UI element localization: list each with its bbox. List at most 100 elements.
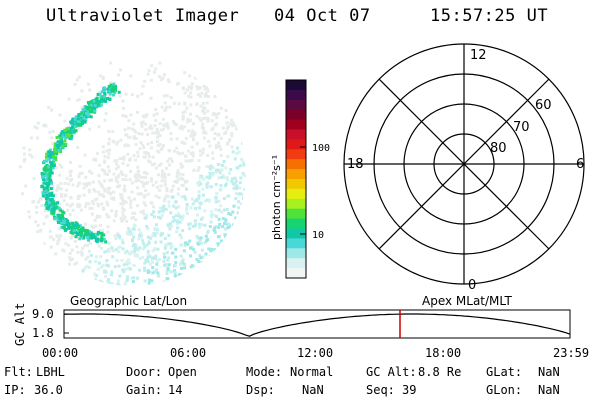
image-pixel	[99, 265, 103, 269]
image-pixel	[129, 113, 133, 117]
image-pixel	[185, 211, 189, 215]
aurora-pixel	[62, 221, 66, 225]
image-pixel	[63, 182, 67, 185]
image-pixel	[103, 250, 107, 254]
image-pixel	[128, 232, 132, 236]
ip-label: IP:	[4, 383, 26, 397]
image-pixel	[159, 148, 163, 151]
image-pixel	[122, 106, 125, 110]
aurora-pixel	[99, 98, 103, 102]
image-pixel	[69, 258, 73, 262]
image-pixel	[163, 246, 167, 250]
aurora-pixel	[45, 174, 49, 178]
lat-label-70: 70	[513, 120, 530, 135]
image-pixel	[166, 277, 170, 281]
image-pixel	[188, 159, 192, 163]
image-pixel	[169, 157, 173, 161]
image-pixel	[160, 105, 164, 109]
image-pixel	[228, 224, 232, 228]
color-scale-segment	[286, 218, 306, 230]
aurora-pixel	[62, 135, 65, 139]
image-pixel	[162, 252, 166, 256]
image-pixel	[226, 155, 230, 158]
aurora-pixel	[48, 171, 52, 175]
image-pixel	[140, 180, 144, 184]
aurora-pixel	[52, 164, 56, 168]
image-pixel	[148, 254, 152, 258]
track-right-title: Apex MLat/MLT	[422, 294, 512, 308]
image-pixel	[116, 232, 120, 236]
image-pixel	[196, 241, 200, 245]
image-pixel	[73, 262, 77, 266]
image-pixel	[81, 269, 85, 273]
image-pixel	[160, 128, 164, 132]
image-pixel	[36, 136, 39, 140]
image-pixel	[127, 227, 131, 231]
gc-alt-value: 8.8 Re	[418, 365, 462, 379]
image-pixel	[39, 197, 43, 201]
image-pixel	[96, 214, 99, 218]
aurora-pixel	[45, 202, 49, 206]
image-pixel	[48, 229, 52, 233]
aurora-pixel	[47, 157, 51, 161]
image-pixel	[137, 248, 140, 252]
image-pixel	[121, 99, 125, 103]
image-pixel	[69, 235, 73, 239]
aurora-pixel	[86, 110, 90, 114]
image-pixel	[194, 207, 198, 210]
image-pixel	[166, 126, 170, 130]
image-pixel	[179, 262, 182, 266]
aurora-pixel	[80, 116, 84, 120]
image-pixel	[214, 168, 218, 172]
image-pixel	[162, 280, 166, 284]
image-pixel	[90, 171, 94, 175]
aurora-pixel	[43, 179, 47, 183]
image-pixel	[167, 157, 171, 161]
aurora-pixel	[110, 89, 114, 93]
image-pixel	[136, 186, 140, 190]
image-pixel	[225, 207, 229, 211]
image-pixel	[101, 168, 104, 172]
image-pixel	[104, 274, 108, 278]
image-pixel	[142, 242, 146, 246]
image-pixel	[119, 68, 122, 72]
image-pixel	[221, 126, 225, 130]
aurora-pixel	[95, 98, 99, 102]
aurora-pixel	[48, 198, 52, 202]
image-pixel	[233, 176, 237, 180]
image-pixel	[159, 232, 163, 236]
image-pixel	[96, 241, 100, 245]
image-pixel	[198, 253, 202, 257]
image-pixel	[209, 220, 213, 224]
image-pixel	[173, 122, 177, 126]
aurora-pixel	[45, 152, 49, 156]
image-pixel	[195, 85, 199, 89]
image-pixel	[188, 118, 192, 122]
image-pixel	[167, 200, 171, 204]
image-pixel	[166, 124, 170, 128]
image-pixel	[167, 234, 171, 237]
image-pixel	[180, 195, 184, 199]
image-pixel	[168, 227, 172, 231]
image-pixel	[98, 229, 102, 233]
color-scale-ticks	[300, 146, 306, 235]
dsp-value: NaN	[302, 383, 324, 397]
image-pixel	[172, 120, 175, 123]
image-pixel	[93, 272, 97, 276]
image-pixel	[149, 177, 153, 180]
aurora-pixel	[62, 219, 66, 223]
image-pixel	[202, 106, 206, 110]
image-pixel	[203, 87, 207, 91]
aurora-pixel	[67, 226, 71, 230]
image-pixel	[136, 165, 140, 169]
image-pixel	[77, 98, 81, 102]
image-pixel	[90, 206, 94, 210]
image-pixel	[199, 119, 203, 122]
image-pixel	[152, 210, 156, 214]
image-pixel	[175, 181, 179, 184]
aurora-pixel	[54, 158, 58, 162]
image-pixel	[139, 231, 143, 235]
image-pixel	[179, 216, 183, 219]
image-pixel	[94, 224, 98, 228]
image-pixel	[175, 230, 179, 234]
